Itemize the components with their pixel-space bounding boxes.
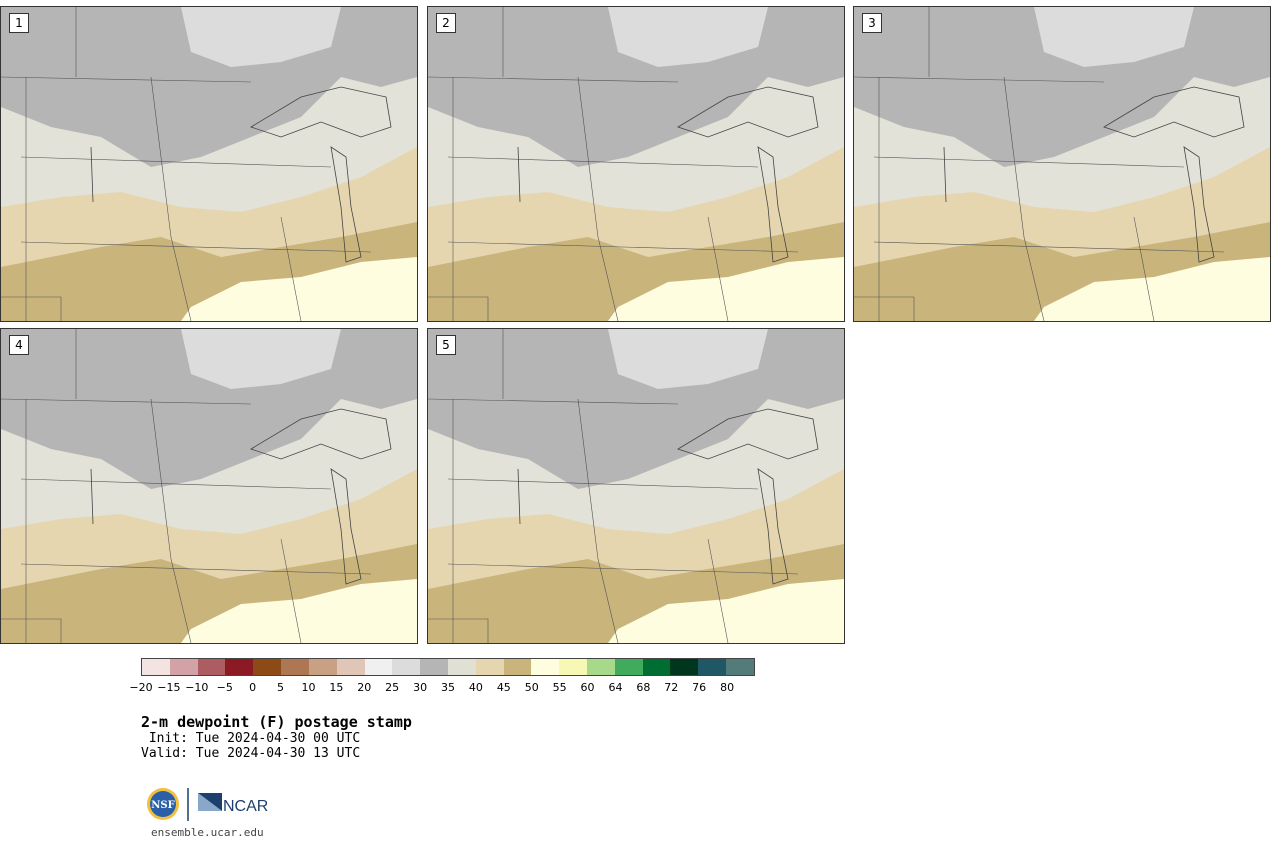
plot-title: 2-m dewpoint (F) postage stamp (141, 713, 412, 731)
colorbar-swatch (503, 659, 532, 675)
colorbar-ticks: −20 −15 −10 −5 0 5 10 15 20 25 30 35 40 45 50 55 60 64 68 7… (129, 681, 755, 695)
valid-time: Valid: Tue 2024-04-30 13 UTC (141, 746, 361, 761)
colorbar-tick-label: 76 (692, 681, 707, 694)
panel-label-5: 5 (436, 335, 456, 355)
colorbar-tick-label: 20 (357, 681, 372, 694)
colorbar-swatch (559, 659, 587, 675)
panel-label-1: 1 (9, 13, 29, 33)
colorbar-swatch (698, 659, 727, 675)
colorbar (141, 658, 755, 676)
colorbar-swatch (420, 659, 448, 675)
panel-label-3: 3 (862, 13, 882, 33)
colorbar-swatch (587, 659, 615, 675)
init-time: Init: Tue 2024-04-30 00 UTC (141, 731, 361, 746)
colorbar-tick-label: 15 (329, 681, 344, 694)
map-1 (1, 7, 417, 321)
nsf-text: NSF (151, 800, 174, 811)
colorbar-tick-label: 45 (496, 681, 511, 694)
colorbar-swatch (447, 659, 476, 675)
colorbar-tick-label: 0 (249, 681, 257, 694)
map-panel-3: 3 (853, 6, 1271, 322)
colorbar-tick-label: 5 (277, 681, 285, 694)
map-4 (1, 329, 417, 643)
colorbar-swatch (475, 659, 504, 675)
colorbar-tick-label: 50 (524, 681, 539, 694)
panel-label-2: 2 (436, 13, 456, 33)
colorbar-swatch (169, 659, 198, 675)
colorbar-tick-label: 30 (413, 681, 428, 694)
colorbar-tick-label: −5 (216, 681, 233, 694)
colorbar-tick-label: −20 (129, 681, 153, 694)
colorbar-swatch (531, 659, 560, 675)
colorbar-swatch (308, 659, 337, 675)
colorbar-tick-label: −15 (157, 681, 181, 694)
map-3 (854, 7, 1270, 321)
colorbar-swatch (281, 659, 309, 675)
colorbar-swatch (364, 659, 393, 675)
colorbar-swatch (726, 659, 754, 675)
ncar-text: NCAR (223, 798, 268, 815)
colorbar-tick-label: 25 (385, 681, 400, 694)
map-5 (428, 329, 844, 643)
colorbar-swatch (336, 659, 365, 675)
colorbar-tick-label: 55 (552, 681, 567, 694)
colorbar-swatch (670, 659, 699, 675)
colorbar-tick-label: 64 (608, 681, 623, 694)
nsf-logo-icon: NSF (147, 788, 179, 820)
map-panel-4: 4 (0, 328, 418, 644)
colorbar-swatch (614, 659, 643, 675)
panel-label-4: 4 (9, 335, 29, 355)
map-panel-5: 5 (427, 328, 845, 644)
colorbar-swatch (197, 659, 226, 675)
colorbar-tick-label: 60 (580, 681, 595, 694)
logos: NSF NCAR (145, 787, 275, 823)
colorbar-swatch (225, 659, 254, 675)
map-2 (428, 7, 844, 321)
ncar-logo-icon: NCAR (198, 793, 268, 815)
colorbar-tick-label: 10 (301, 681, 316, 694)
colorbar-swatch (642, 659, 671, 675)
colorbar-tick-label: 68 (636, 681, 651, 694)
colorbar-tick-label: 72 (664, 681, 679, 694)
site-url: ensemble.ucar.edu (151, 826, 264, 839)
colorbar-tick-label: 40 (468, 681, 483, 694)
map-panel-1: 1 (0, 6, 418, 322)
colorbar-tick-label: 35 (441, 681, 455, 694)
map-panel-2: 2 (427, 6, 845, 322)
colorbar-tick-label: −10 (185, 681, 209, 694)
colorbar-swatch (253, 659, 282, 675)
colorbar-swatch (142, 659, 170, 675)
colorbar-swatch (392, 659, 421, 675)
colorbar-tick-label: 80 (720, 681, 735, 694)
